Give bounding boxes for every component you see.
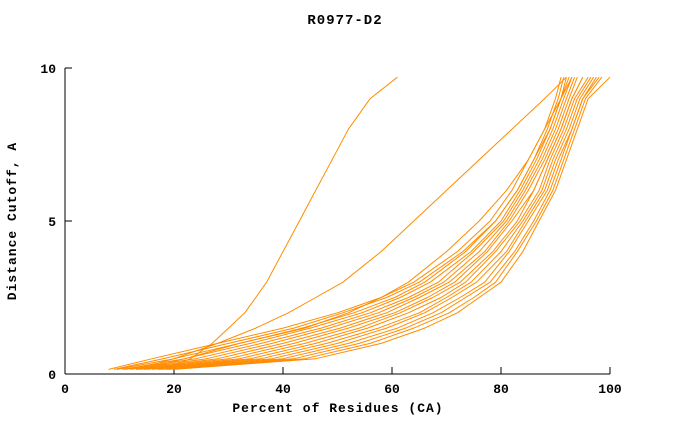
model-curve-model-11 — [138, 76, 584, 370]
model-curve-model-18 — [168, 76, 603, 370]
model-curve-model-13 — [146, 76, 589, 370]
model-curve-model-07 — [122, 77, 570, 370]
model-curve-model-10 — [135, 77, 578, 370]
model-curve-model-19 — [173, 76, 611, 370]
model-curve-model-01 — [162, 76, 398, 370]
y-tick-label: 0 — [48, 368, 56, 383]
plot-area — [108, 76, 611, 370]
y-tick-label: 5 — [48, 215, 56, 230]
chart-title: R0977-D2 — [307, 13, 382, 29]
x-tick-label: 100 — [598, 382, 622, 397]
model-curve-model-14 — [152, 76, 592, 370]
x-tick-label: 40 — [275, 382, 291, 397]
x-tick-label: 60 — [384, 382, 400, 397]
x-tick-label: 80 — [493, 382, 509, 397]
x-axis-label: Percent of Residues (CA) — [232, 401, 443, 416]
y-tick-label: 10 — [40, 62, 56, 77]
x-tick-label: 20 — [166, 382, 182, 397]
model-curve-model-17 — [165, 76, 600, 370]
model-curve-model-08 — [124, 77, 573, 370]
model-curve-model-04 — [108, 77, 562, 370]
axis-ticks: 0 20 40 60 80 100 0 5 10 — [40, 62, 622, 397]
model-curve-model-02 — [135, 76, 567, 370]
model-curve-model-15 — [157, 76, 595, 370]
model-curve-model-16 — [160, 76, 597, 370]
model-curve-model-09 — [130, 77, 576, 370]
y-axis-label: Distance Cutoff, A — [5, 142, 20, 300]
model-curve-model-05 — [113, 77, 565, 370]
x-tick-label: 0 — [61, 382, 69, 397]
model-curve-model-12 — [143, 76, 584, 370]
